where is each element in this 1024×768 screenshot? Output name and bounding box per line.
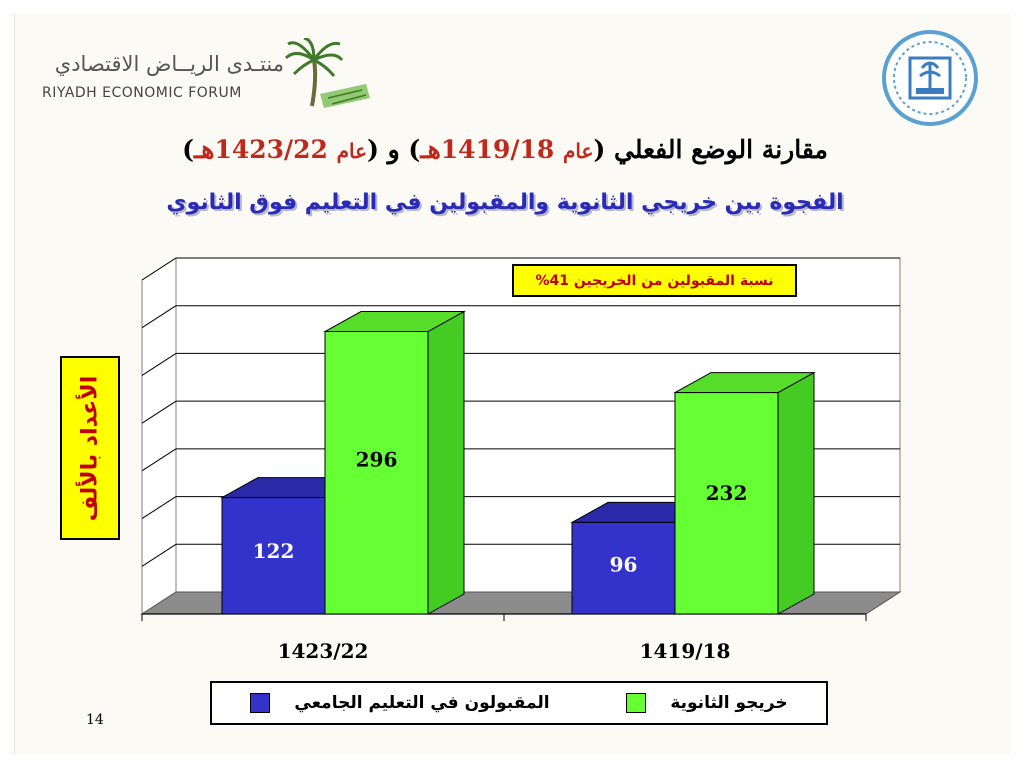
title-and: و [378,135,409,164]
university-seal-icon [882,30,978,126]
title-year-2: 1423/22هـ [193,135,328,164]
title-year-label-1: عام [563,139,594,163]
gridline-side [141,496,177,519]
bar-side [427,310,465,615]
title-paren-close-1: ) [408,135,421,164]
title-paren-close-2: ) [182,135,194,164]
legend-label-graduates: خريجو الثانوية [670,693,788,713]
chart-legend: خريجو الثانوية المقبولون في التعليم الجا… [210,681,828,725]
title-year-label-2: عام [336,139,368,163]
palm-tree-icon [284,38,370,108]
gridline-side [141,257,177,281]
chart-labels: 122 296 1423/22 96 232 1419/18 [253,448,748,663]
bar-value-label: 232 [706,481,748,505]
acceptance-ratio-annotation: نسبة المقبولين من الخريجين 41% [512,264,797,297]
chart-bars [220,310,816,615]
logo-arabic-text: منتـدى الريــاض الاقتصادي [54,52,284,76]
title-year-1: 1419/18هـ [420,135,555,164]
slide-title: مقارنة الوضع الفعلي (عام 1419/18هـ) و (ع… [100,135,910,164]
y-axis-label-box: الأعداد بالألف [60,356,120,540]
x-tick-label: 1419/18 [640,639,731,663]
bar-value-label: 122 [253,539,295,563]
x-tick-label: 1423/22 [278,639,369,663]
bar-graduates [674,392,779,615]
bar-graduates [324,331,429,615]
legend-item-graduates: خريجو الثانوية [626,693,788,713]
bar-value-label: 96 [610,553,638,577]
legend-item-admitted: المقبولون في التعليم الجامعي [250,693,550,713]
title-paren-open-2: ( [367,135,379,164]
chart-side-wall [141,257,177,615]
page-number: 14 [86,712,104,728]
legend-swatch-admitted [250,693,271,713]
bar-admitted [571,521,676,615]
gridline-side [141,400,177,424]
gridline-side [141,305,177,329]
bar-value-label: 296 [356,448,398,472]
logo-english-text: RIYADH ECONOMIC FORUM [42,85,242,101]
slide-subtitle: الفجوة بين خريجي الثانوية والمقبولين في … [166,190,844,215]
legend-swatch-graduates [626,693,647,713]
title-text: مقارنة الوضع الفعلي [614,135,828,164]
bar-admitted [221,497,326,615]
title-paren-open-1: ( [593,135,606,164]
gridline-side [141,448,177,472]
bar-side [777,371,815,615]
gridline-side [141,353,177,376]
gridline-side [141,543,177,567]
legend-label-admitted: المقبولون في التعليم الجامعي [294,693,550,713]
